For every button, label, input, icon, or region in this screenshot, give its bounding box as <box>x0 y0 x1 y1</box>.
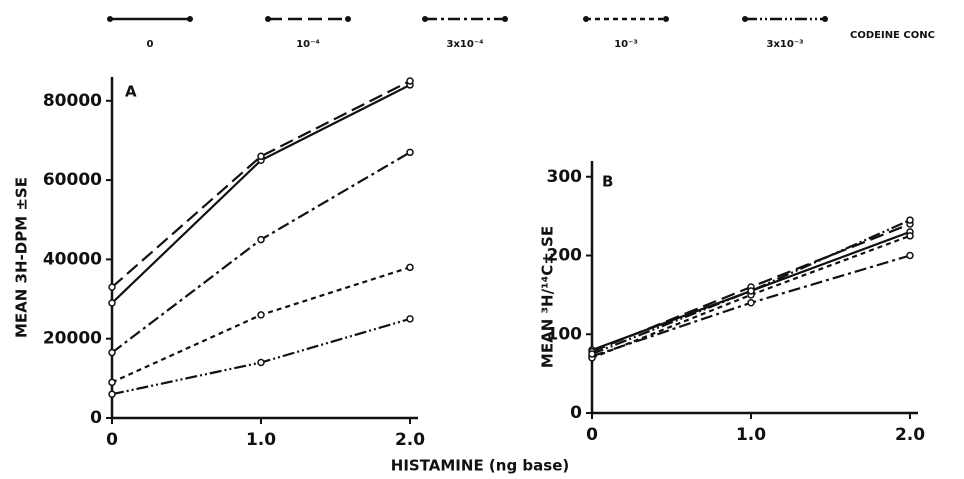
y-tick-label: 100 <box>547 324 583 344</box>
data-point <box>108 299 116 307</box>
data-point <box>406 315 414 323</box>
legend-dot <box>822 16 828 22</box>
data-point <box>906 251 914 260</box>
legend-label: 3x10⁻³ <box>767 39 804 50</box>
data-point <box>747 287 755 295</box>
x-tick-label: 2.0 <box>895 425 925 445</box>
y-tick-label: 40000 <box>43 249 102 269</box>
y-axis-label: MEAN ³H/¹⁴C± SE <box>539 226 557 368</box>
panel-label: A <box>125 83 137 101</box>
legend-dot <box>422 16 428 22</box>
x-tick-label: 1.0 <box>736 425 766 445</box>
data-point <box>108 378 116 387</box>
data-point <box>747 299 755 307</box>
data-point <box>257 235 265 244</box>
x-axis-label: HISTAMINE (ng base) <box>391 457 569 475</box>
legend-label: 3x10⁻⁴ <box>447 39 484 50</box>
series-line <box>111 151 411 354</box>
x-tick-label: 2.0 <box>395 430 425 450</box>
y-axis-label: MEAN 3H-DPM ±SE <box>13 177 31 338</box>
legend-title: CODEINE CONC <box>850 30 935 41</box>
data-point <box>257 152 265 161</box>
data-point <box>906 232 914 240</box>
legend-dot <box>107 16 113 22</box>
data-point <box>406 148 414 157</box>
panel-label: B <box>602 173 613 191</box>
legend-dot <box>583 16 589 22</box>
series-line <box>111 83 411 304</box>
y-tick-label: 0 <box>90 408 102 428</box>
x-tick-label: 0 <box>106 430 118 450</box>
data-point <box>906 216 914 224</box>
data-point <box>257 311 265 319</box>
legend-label: 0 <box>147 39 154 50</box>
data-point <box>108 390 116 398</box>
legend-dot <box>187 16 193 22</box>
data-point <box>257 358 265 367</box>
legend-dot <box>265 16 271 22</box>
data-point <box>406 263 414 272</box>
x-tick-label: 1.0 <box>246 430 276 450</box>
legend-dot <box>345 16 351 22</box>
data-point <box>108 283 116 291</box>
y-tick-label: 80000 <box>43 91 102 111</box>
data-point <box>108 348 116 357</box>
data-point <box>406 77 414 85</box>
legend-label: 10⁻⁴ <box>296 39 320 50</box>
y-tick-label: 200 <box>547 246 583 266</box>
legend-label: 10⁻³ <box>614 39 638 50</box>
legend-dot <box>663 16 669 22</box>
series-line <box>111 317 411 396</box>
y-tick-label: 20000 <box>43 329 102 349</box>
x-tick-label: 0 <box>586 425 598 445</box>
y-tick-label: 60000 <box>43 170 102 190</box>
data-point <box>588 350 596 358</box>
legend-dot <box>742 16 748 22</box>
legend-dot <box>502 16 508 22</box>
series-line <box>111 79 411 288</box>
y-tick-label: 0 <box>570 403 582 423</box>
y-tick-label: 300 <box>547 167 583 187</box>
